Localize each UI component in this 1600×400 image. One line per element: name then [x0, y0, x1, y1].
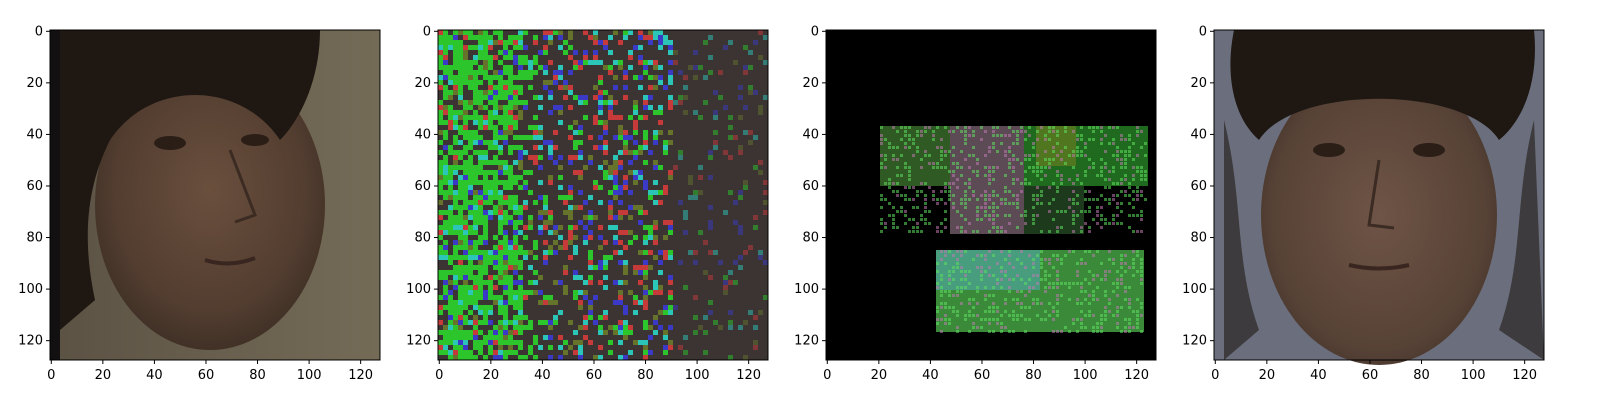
axes-frame: [437, 29, 769, 361]
x-tick-label: 60: [198, 368, 215, 383]
noise-pixels: [438, 30, 768, 360]
axes-frame: [825, 29, 1157, 361]
y-tick-label: 80: [802, 231, 819, 246]
panel-original-face-svg: 0 20 40 60 80 100 120 0 20 40 60 80 100 120: [18, 24, 381, 383]
x-tick-label: 120: [348, 368, 373, 383]
y-tick-label: 40: [802, 127, 819, 142]
x-tick-label: 20: [483, 368, 500, 383]
x-axis: 0 20 40 60 80 100 120: [47, 360, 373, 383]
y-tick-label: 120: [794, 334, 819, 349]
x-tick-label: 100: [685, 368, 710, 383]
panel-target-face-svg: 0 20 40 60 80 100 120 0 20 40 60 80 100 120: [1182, 24, 1545, 383]
x-tick-label: 20: [871, 368, 888, 383]
x-tick-label: 40: [534, 368, 551, 383]
x-tick-label: 80: [1025, 368, 1042, 383]
x-tick-label: 80: [637, 368, 654, 383]
x-tick-label: 120: [736, 368, 761, 383]
x-tick-label: 40: [1310, 368, 1327, 383]
x-tick-label: 60: [586, 368, 603, 383]
y-tick-label: 20: [26, 76, 43, 91]
x-tick-label: 20: [1259, 368, 1276, 383]
y-axis: 0 20 40 60 80 100 120: [794, 24, 826, 349]
y-tick-label: 100: [794, 282, 819, 297]
x-axis: 0 20 40 60 80 100 120: [435, 360, 761, 383]
y-tick-label: 60: [414, 179, 431, 194]
x-tick-label: 0: [435, 368, 443, 383]
y-tick-label: 120: [18, 334, 43, 349]
y-tick-label: 120: [1182, 334, 1207, 349]
y-tick-label: 100: [406, 282, 431, 297]
x-tick-label: 120: [1512, 368, 1537, 383]
y-tick-label: 60: [1190, 179, 1207, 194]
x-tick-label: 80: [249, 368, 266, 383]
y-axis: 0 20 40 60 80 100 120: [18, 24, 50, 349]
y-tick-label: 100: [18, 282, 43, 297]
x-tick-label: 0: [1211, 368, 1219, 383]
image-area: [50, 30, 380, 360]
panel-original-face: 0 20 40 60 80 100 120 0 20 40 60 80 100 120: [0, 0, 388, 400]
y-tick-label: 20: [802, 76, 819, 91]
x-tick-label: 40: [922, 368, 939, 383]
y-tick-label: 100: [1182, 282, 1207, 297]
y-tick-label: 80: [26, 231, 43, 246]
axes-frame: [49, 29, 381, 361]
y-tick-label: 0: [811, 24, 819, 39]
patch-texture: [880, 126, 1147, 333]
x-tick-label: 60: [974, 368, 991, 383]
panel-block-patches-svg: 0 20 40 60 80 100 120 0 20 40 60 80 100 120: [794, 24, 1157, 383]
panel-noise-pattern-svg: 0 20 40 60 80 100 120 0 20 40 60 80 100 120: [406, 24, 769, 383]
axes-frame: [1213, 29, 1545, 361]
x-tick-label: 120: [1124, 368, 1149, 383]
y-tick-label: 60: [26, 179, 43, 194]
y-tick-label: 20: [414, 76, 431, 91]
panel-noise-pattern: 0 20 40 60 80 100 120 0 20 40 60 80 100 120: [388, 0, 776, 400]
panel-target-face: 0 20 40 60 80 100 120 0 20 40 60 80 100 120: [1164, 0, 1552, 400]
x-axis: 0 20 40 60 80 100 120: [1211, 360, 1537, 383]
y-tick-label: 20: [1190, 76, 1207, 91]
y-tick-label: 0: [35, 24, 43, 39]
y-axis: 0 20 40 60 80 100 120: [1182, 24, 1214, 349]
x-tick-label: 100: [1073, 368, 1098, 383]
x-tick-label: 20: [95, 368, 112, 383]
x-tick-label: 80: [1413, 368, 1430, 383]
y-tick-label: 80: [414, 231, 431, 246]
x-axis: 0 20 40 60 80 100 120: [823, 360, 1149, 383]
y-tick-label: 0: [1199, 24, 1207, 39]
y-tick-label: 40: [414, 127, 431, 142]
y-tick-label: 0: [423, 24, 431, 39]
x-tick-label: 0: [47, 368, 55, 383]
y-tick-label: 40: [26, 127, 43, 142]
y-tick-label: 120: [406, 334, 431, 349]
image-area: [1214, 30, 1544, 365]
x-tick-label: 40: [146, 368, 163, 383]
x-tick-label: 60: [1362, 368, 1379, 383]
y-axis: 0 20 40 60 80 100 120: [406, 24, 438, 349]
y-tick-label: 80: [1190, 231, 1207, 246]
panel-block-patches: 0 20 40 60 80 100 120 0 20 40 60 80 100 120: [776, 0, 1164, 400]
x-tick-label: 0: [823, 368, 831, 383]
y-tick-label: 60: [802, 179, 819, 194]
y-tick-label: 40: [1190, 127, 1207, 142]
x-tick-label: 100: [1461, 368, 1486, 383]
x-tick-label: 100: [297, 368, 322, 383]
